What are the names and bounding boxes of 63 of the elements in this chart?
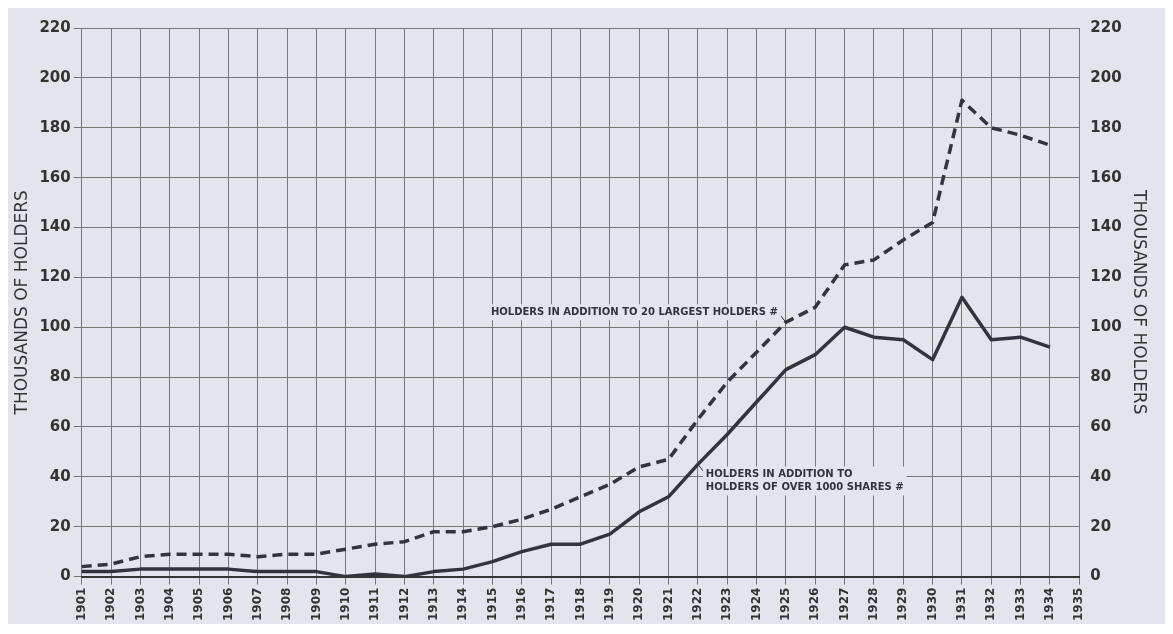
x-tick-label: 1918 <box>572 587 587 622</box>
y-tick-label: 120 <box>39 267 71 286</box>
x-tick-label: 1912 <box>396 587 411 622</box>
y2-tick-label: 0 <box>1090 566 1101 585</box>
y2-tick-label: 120 <box>1090 267 1122 286</box>
series-label: HOLDERS IN ADDITION TO 20 LARGEST HOLDERS # <box>490 305 778 317</box>
x-tick-label: 1934 <box>1042 587 1057 622</box>
y-tick-label: 100 <box>39 317 71 336</box>
x-tick-label: 1924 <box>748 587 763 622</box>
x-tick-label: 1930 <box>924 587 939 622</box>
x-tick-label: 1913 <box>425 587 440 622</box>
x-tick-label: 1905 <box>191 587 206 622</box>
x-tick-label: 1926 <box>807 587 822 622</box>
x-tick-label: 1923 <box>719 587 734 622</box>
x-tick-label: 1911 <box>367 587 382 622</box>
x-tick-label: 1933 <box>1012 587 1027 622</box>
x-tick-label: 1931 <box>954 587 969 622</box>
y2-tick-label: 200 <box>1090 67 1122 86</box>
y-tick-label: 140 <box>39 217 71 236</box>
x-tick-label: 1921 <box>660 587 675 622</box>
y-tick-label: 180 <box>39 117 71 136</box>
x-tick-label: 1929 <box>895 587 910 622</box>
y2-tick-label: 40 <box>1090 466 1112 485</box>
x-tick-label: 1932 <box>983 587 998 622</box>
y-tick-label: 20 <box>49 516 71 535</box>
x-tick-label: 1908 <box>279 587 294 622</box>
y2-tick-label: 20 <box>1090 516 1112 535</box>
x-tick-label: 1916 <box>513 587 528 622</box>
x-tick-label: 1920 <box>631 587 646 622</box>
y2-axis-title: THOUSANDS OF HOLDERS <box>1130 189 1151 415</box>
y-axis-title: THOUSANDS OF HOLDERS <box>10 190 31 416</box>
x-tick-label: 1927 <box>836 587 851 622</box>
y-tick-label: 220 <box>39 17 71 36</box>
y-tick-label: 200 <box>39 67 71 86</box>
y2-tick-label: 80 <box>1090 367 1112 385</box>
y-tick-label: 60 <box>49 416 71 435</box>
x-tick-label: 1914 <box>455 587 470 622</box>
x-tick-label: 1903 <box>132 587 147 622</box>
y-tick-label: 0 <box>60 566 71 585</box>
x-tick-label: 1901 <box>73 587 88 622</box>
x-tick-label: 1917 <box>543 587 558 622</box>
x-tick-label: 1915 <box>484 587 499 622</box>
x-tick-label: 1928 <box>866 587 881 622</box>
x-tick-label: 1904 <box>161 587 176 622</box>
y2-tick-label: 180 <box>1090 117 1122 136</box>
x-tick-label: 1925 <box>778 587 793 622</box>
y2-tick-label: 160 <box>1090 167 1122 186</box>
x-tick-label: 1910 <box>337 587 352 622</box>
y2-tick-label: 60 <box>1090 416 1112 435</box>
x-tick-label: 1907 <box>249 587 264 622</box>
y2-tick-label: 140 <box>1090 217 1122 236</box>
x-tick-label: 1919 <box>601 587 616 622</box>
y-tick-label: 80 <box>49 367 71 385</box>
x-tick-label: 1935 <box>1071 587 1086 622</box>
y-tick-label: 160 <box>39 167 71 186</box>
y-tick-label: 40 <box>49 466 71 485</box>
x-tick-label: 1902 <box>103 587 118 622</box>
x-tick-label: 1906 <box>220 587 235 622</box>
x-tick-label: 1909 <box>308 587 323 622</box>
legend-label: HOLDERS IN ADDITION TO HOLDERS OF OVER 1000 SHARES # <box>705 467 904 492</box>
y2-tick-label: 220 <box>1090 17 1122 36</box>
x-tick-label: 1922 <box>689 587 704 622</box>
y2-tick-label: 100 <box>1090 317 1122 336</box>
